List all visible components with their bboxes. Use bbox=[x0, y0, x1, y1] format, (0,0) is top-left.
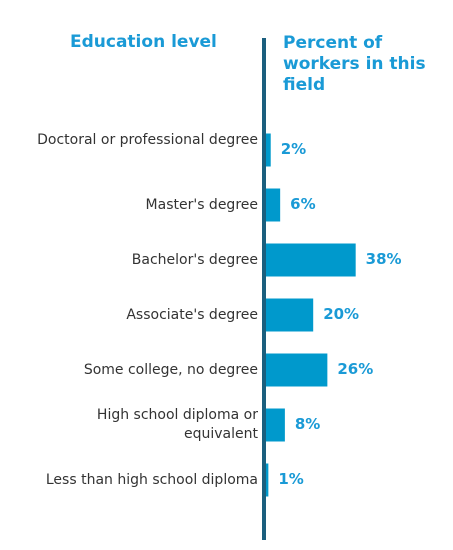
bar-2 bbox=[266, 243, 356, 277]
category-label: Doctoral or professional degree bbox=[37, 132, 258, 148]
category-label: High school diploma or equivalent bbox=[96, 407, 258, 442]
value-label: 20% bbox=[323, 305, 360, 323]
right-header: Percent of workers in this field bbox=[283, 33, 426, 95]
bar-1 bbox=[266, 188, 281, 222]
category-label: Less than high school diploma bbox=[45, 471, 258, 488]
category-label: Some college, no degree bbox=[83, 361, 258, 378]
left-header: Education level bbox=[70, 32, 217, 52]
bar-4 bbox=[266, 353, 328, 387]
value-label: 38% bbox=[365, 250, 402, 268]
bar-3 bbox=[266, 298, 314, 332]
category-label: Master's degree bbox=[145, 196, 258, 213]
value-label: 1% bbox=[278, 470, 304, 488]
category-label: Bachelor's degree bbox=[131, 251, 258, 268]
value-label: 2% bbox=[280, 140, 307, 158]
bar-0 bbox=[266, 133, 271, 167]
bar-5 bbox=[266, 408, 285, 442]
axis-line bbox=[262, 38, 266, 540]
bars-group bbox=[266, 133, 356, 497]
value-label: 8% bbox=[294, 415, 321, 433]
value-label: 6% bbox=[290, 195, 316, 213]
bar-6 bbox=[266, 463, 269, 497]
category-label: Associate's degree bbox=[126, 306, 258, 323]
value-label: 26% bbox=[337, 360, 374, 378]
